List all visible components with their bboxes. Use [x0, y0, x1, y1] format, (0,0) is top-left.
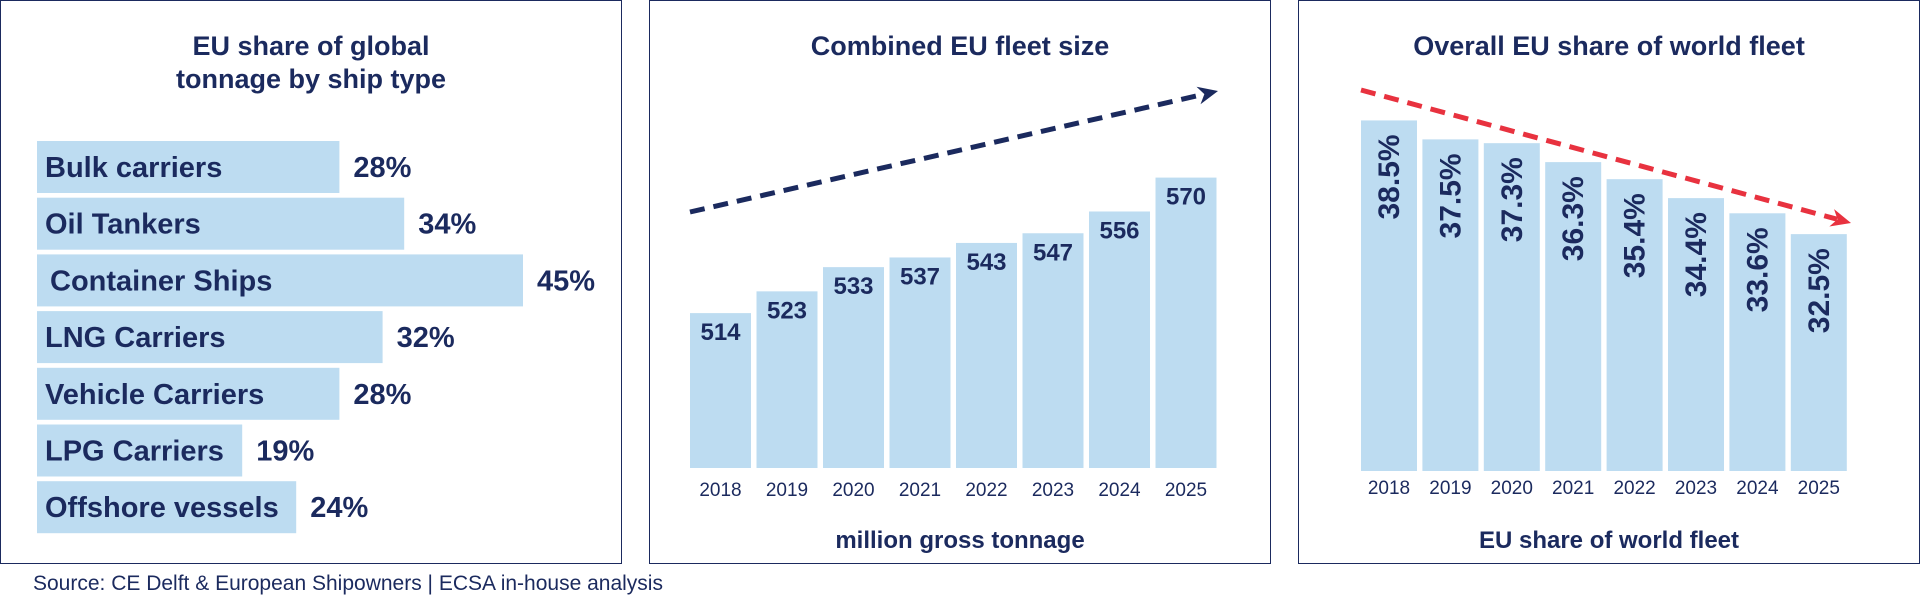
- ship-type-title-line-1: EU share of global: [192, 31, 430, 61]
- world-share-bar: [1729, 213, 1786, 471]
- world-share-value-label: 32.5%: [1803, 248, 1836, 333]
- fleet-size-value-label: 533: [833, 273, 873, 300]
- trend-down-arrow-line: [1360, 87, 1838, 222]
- ship-type-bar-chart: Bulk carriers 28% Oil Tankers 34% Container …: [37, 141, 595, 534]
- fleet-size-year-label: 2023: [1032, 480, 1074, 501]
- ship-type-chart-title: EU share of global tonnage by ship type: [1, 30, 621, 96]
- fleet-size-year-label: 2021: [899, 480, 941, 501]
- fleet-size-value-label: 537: [900, 263, 940, 290]
- world-share-value-label: 35.4%: [1619, 193, 1652, 278]
- world-share-value-label: 34.4%: [1680, 212, 1713, 297]
- world-share-chart-title: Overall EU share of world fleet: [1413, 31, 1805, 61]
- ship-type-bar: [37, 424, 243, 477]
- ship-type-label: Vehicle Carriers: [45, 379, 264, 411]
- world-share-year-label: 2022: [1613, 478, 1655, 499]
- ship-type-value-label: 24%: [310, 492, 368, 524]
- ship-type-value-label: 28%: [353, 379, 411, 411]
- fleet-size-year-label: 2019: [766, 480, 808, 501]
- world-share-value-label: 36.3%: [1557, 176, 1590, 261]
- ship-type-label: LNG Carriers: [45, 322, 226, 354]
- ship-type-label: Container Ships: [50, 265, 272, 297]
- fleet-size-value-label: 547: [1033, 239, 1073, 266]
- fleet-size-value-label: 514: [700, 319, 741, 346]
- fleet-size-bar: [956, 242, 1017, 468]
- fleet-size-axis-caption: million gross tonnage: [835, 527, 1085, 554]
- ship-type-label: LPG Carriers: [45, 436, 224, 468]
- fleet-size-bar: [756, 291, 818, 468]
- world-share-panel: Overall EU share of world fleet 38.5% 201…: [1298, 0, 1920, 564]
- ship-type-bar: [37, 367, 340, 420]
- ship-type-bar: [37, 254, 523, 307]
- trend-down-arrow-head: [1829, 209, 1851, 227]
- fleet-size-year-label: 2020: [832, 480, 874, 501]
- fleet-size-value-label: 556: [1099, 217, 1139, 244]
- world-share-bar: [1422, 139, 1479, 471]
- fleet-size-value-label: 570: [1166, 184, 1206, 211]
- trend-up-arrow-line: [689, 91, 1205, 215]
- ship-type-title-line-2: tonnage by ship type: [175, 64, 447, 94]
- world-share-bar: [1361, 120, 1417, 472]
- world-share-year-label: 2024: [1736, 478, 1779, 499]
- world-share-bar: [1790, 234, 1847, 471]
- world-share-bar: [1668, 198, 1724, 471]
- ship-type-bar: [37, 141, 340, 193]
- world-share-axis-caption: EU share of world fleet: [1478, 527, 1740, 554]
- fleet-size-bar: [889, 257, 951, 468]
- ship-type-label: Oil Tankers: [45, 209, 201, 241]
- fleet-size-value-label: 523: [767, 297, 807, 324]
- world-share-bar-chart: 38.5% 2018 37.5% 2019 37.3% 2020 36.3% 2021 35.4…: [1360, 87, 1851, 499]
- fleet-size-bar: [1155, 177, 1217, 468]
- world-share-bar: [1606, 179, 1663, 472]
- fleet-size-panel: Combined EU fleet size 514 2018 523 2019 533…: [649, 0, 1271, 564]
- fleet-size-chart-title: Combined EU fleet size: [810, 31, 1110, 61]
- world-share-value-label: 38.5%: [1373, 134, 1406, 219]
- ship-type-bar: [37, 481, 297, 534]
- ship-type-value-label: 45%: [537, 265, 595, 297]
- source-note: Source: CE Delft & European Shipowners |…: [33, 572, 663, 595]
- world-share-year-label: 2023: [1675, 478, 1717, 499]
- world-share-value-label: 37.5%: [1434, 153, 1467, 238]
- world-share-value-label: 37.3%: [1496, 157, 1529, 242]
- ship-type-value-label: 34%: [418, 209, 476, 241]
- ship-type-label: Offshore vessels: [45, 492, 279, 524]
- fleet-size-year-label: 2022: [965, 480, 1007, 501]
- fleet-size-bar: [1022, 233, 1084, 468]
- world-share-year-label: 2018: [1368, 478, 1410, 499]
- fleet-size-bar: [823, 267, 884, 468]
- ship-type-value-label: 28%: [353, 152, 411, 184]
- world-share-year-label: 2021: [1552, 478, 1594, 499]
- world-share-year-label: 2019: [1429, 478, 1471, 499]
- fleet-size-bar-chart: 514 2018 523 2019 533 2020 537 2021 543 2022 547 20…: [689, 86, 1218, 501]
- fleet-size-bar: [1089, 211, 1150, 469]
- fleet-size-year-label: 2024: [1098, 480, 1141, 501]
- world-share-year-label: 2025: [1798, 478, 1840, 499]
- ship-type-value-label: 32%: [397, 322, 455, 354]
- world-share-bar: [1483, 143, 1540, 472]
- fleet-size-year-label: 2018: [699, 480, 741, 501]
- ship-type-share-panel: EU share of global tonnage by ship type …: [0, 0, 622, 564]
- ship-type-bar: [37, 197, 405, 250]
- trend-up-arrow-head: [1196, 86, 1218, 105]
- ship-type-value-label: 19%: [256, 436, 314, 468]
- world-share-value-label: 33.6%: [1741, 227, 1774, 312]
- fleet-size-year-label: 2025: [1165, 480, 1207, 501]
- ship-type-label: Bulk carriers: [45, 152, 222, 184]
- fleet-size-value-label: 543: [966, 249, 1006, 276]
- world-share-bar: [1545, 162, 1602, 472]
- ship-type-bar: [37, 311, 383, 364]
- fleet-size-bar: [690, 313, 751, 468]
- world-share-year-label: 2020: [1491, 478, 1533, 499]
